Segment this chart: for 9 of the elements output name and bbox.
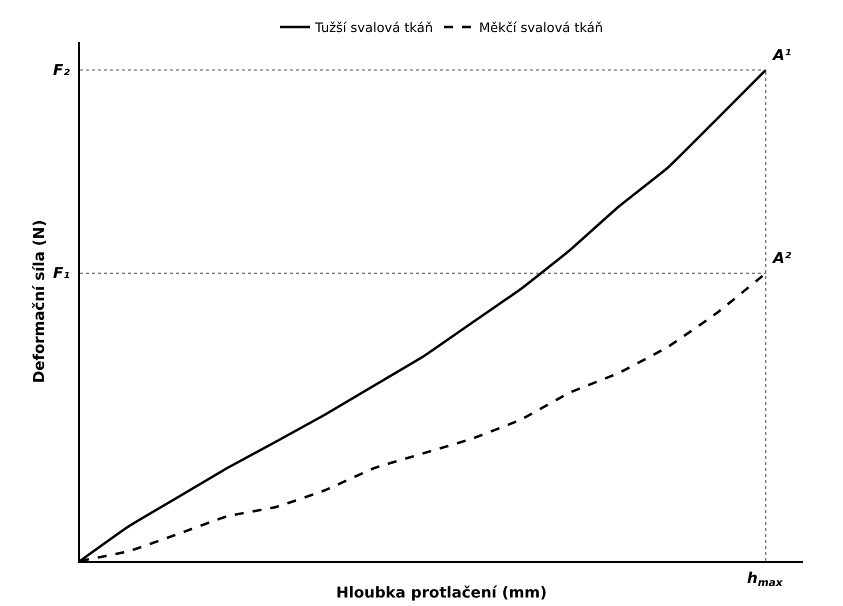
text: A² (772, 249, 792, 267)
x-axis-title: Hloubka protlačení (mm) (336, 583, 547, 602)
ref-line-label: F₁ (53, 264, 70, 282)
legend-label: Měkčí svalová tkáň (478, 21, 603, 36)
text: A¹ (772, 46, 792, 64)
y-axis-title: Deformační síla (N) (30, 220, 48, 384)
text: h$_{max}$ (747, 569, 782, 590)
ref-line-label: F₂ (53, 61, 70, 79)
legend-label: Tužší svalová tkáň (314, 21, 433, 36)
